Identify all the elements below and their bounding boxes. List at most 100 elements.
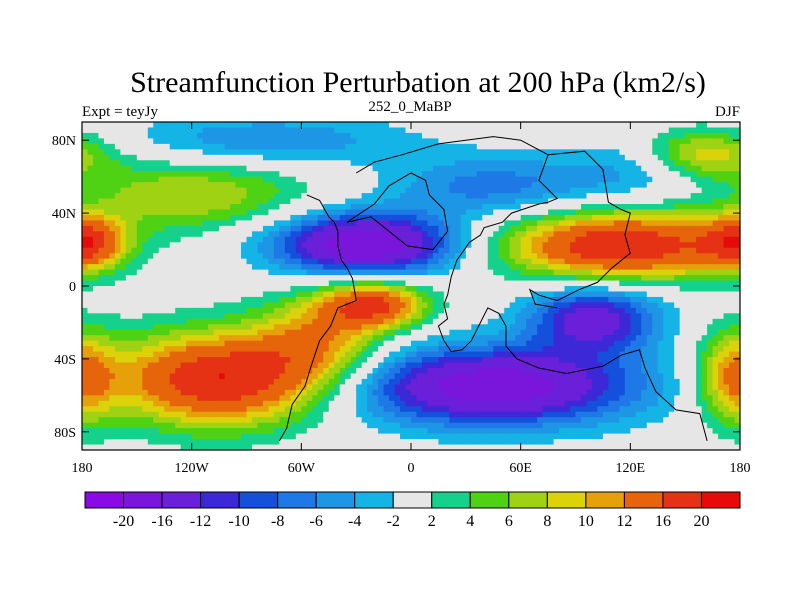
field-cell xyxy=(476,275,483,282)
field-cell xyxy=(339,214,346,221)
field-cell xyxy=(476,204,483,211)
field-cell xyxy=(443,346,450,353)
field-cell xyxy=(164,296,171,303)
field-cell xyxy=(230,220,237,227)
field-cell xyxy=(465,214,472,221)
field-cell xyxy=(432,171,440,178)
field-cell xyxy=(164,368,171,375)
field-cell xyxy=(334,198,341,205)
field-cell xyxy=(334,275,341,282)
field-cell xyxy=(169,258,176,265)
field-cell xyxy=(498,187,505,194)
field-cell xyxy=(262,433,270,440)
field-cell xyxy=(312,439,319,446)
field-cell xyxy=(82,236,89,243)
field-cell xyxy=(202,253,209,260)
field-cell xyxy=(92,242,100,249)
field-cell xyxy=(405,143,412,150)
field-cell xyxy=(284,433,291,440)
field-cell xyxy=(421,329,429,336)
field-cell xyxy=(109,231,116,238)
field-cell xyxy=(443,231,450,238)
field-cell xyxy=(487,132,494,139)
field-cell xyxy=(482,149,489,156)
field-cell xyxy=(454,318,461,325)
field-cell xyxy=(202,400,209,407)
field-cell xyxy=(279,362,286,369)
field-cell xyxy=(438,378,445,385)
field-cell xyxy=(328,357,335,364)
field-cell xyxy=(515,286,522,293)
field-cell xyxy=(411,318,418,325)
field-cell xyxy=(465,160,472,167)
field-cell xyxy=(241,378,248,385)
field-cell xyxy=(312,247,319,254)
field-cell xyxy=(471,165,478,172)
field-cell xyxy=(98,296,105,303)
field-cell xyxy=(482,236,489,243)
field-cell xyxy=(427,302,434,309)
field-cell xyxy=(262,171,270,178)
field-cell xyxy=(460,329,467,336)
field-cell xyxy=(191,329,198,336)
field-cell xyxy=(103,122,111,129)
field-cell xyxy=(191,214,198,221)
field-cell xyxy=(339,329,346,336)
field-cell xyxy=(290,253,297,260)
field-cell xyxy=(438,138,445,145)
field-cell xyxy=(175,351,182,358)
field-cell xyxy=(531,444,538,450)
field-cell xyxy=(262,160,270,167)
field-cell xyxy=(515,122,522,129)
field-cell xyxy=(186,253,193,260)
field-cell xyxy=(345,247,352,254)
field-cell xyxy=(432,335,440,342)
field-cell xyxy=(427,182,434,189)
field-cell xyxy=(493,187,500,194)
field-cell xyxy=(317,302,324,309)
field-cell xyxy=(487,209,494,216)
field-cell xyxy=(493,389,500,396)
field-cell xyxy=(515,346,522,353)
field-cell xyxy=(251,324,259,331)
field-cell xyxy=(273,439,280,446)
field-cell xyxy=(279,400,286,407)
field-cell xyxy=(98,400,105,407)
field-cell xyxy=(301,231,308,238)
field-cell xyxy=(208,411,215,418)
field-cell xyxy=(493,318,500,325)
field-cell xyxy=(334,220,341,227)
field-cell xyxy=(290,231,297,238)
field-cell xyxy=(531,149,538,156)
field-cell xyxy=(87,176,94,183)
field-cell xyxy=(432,182,440,189)
field-cell xyxy=(378,384,385,391)
field-cell xyxy=(449,264,456,271)
field-cell xyxy=(191,351,198,358)
field-cell xyxy=(131,182,138,189)
field-cell xyxy=(224,264,231,271)
field-cell xyxy=(405,132,412,139)
field-cell xyxy=(323,138,330,145)
field-cell xyxy=(87,138,94,145)
field-cell xyxy=(504,351,511,358)
field-cell xyxy=(262,362,270,369)
field-cell xyxy=(202,318,209,325)
field-cell xyxy=(427,400,434,407)
field-cell xyxy=(164,318,171,325)
field-cell xyxy=(235,384,242,391)
field-cell xyxy=(526,378,533,385)
field-cell xyxy=(454,143,461,150)
field-cell xyxy=(383,220,390,227)
field-cell xyxy=(323,384,330,391)
field-cell xyxy=(230,357,237,364)
field-cell xyxy=(268,406,275,413)
field-cell xyxy=(400,275,407,282)
field-cell xyxy=(224,329,231,336)
field-cell xyxy=(224,204,231,211)
field-cell xyxy=(465,439,472,446)
field-cell xyxy=(454,362,461,369)
field-cell xyxy=(158,444,165,450)
field-cell xyxy=(400,269,407,276)
field-cell xyxy=(120,286,127,293)
